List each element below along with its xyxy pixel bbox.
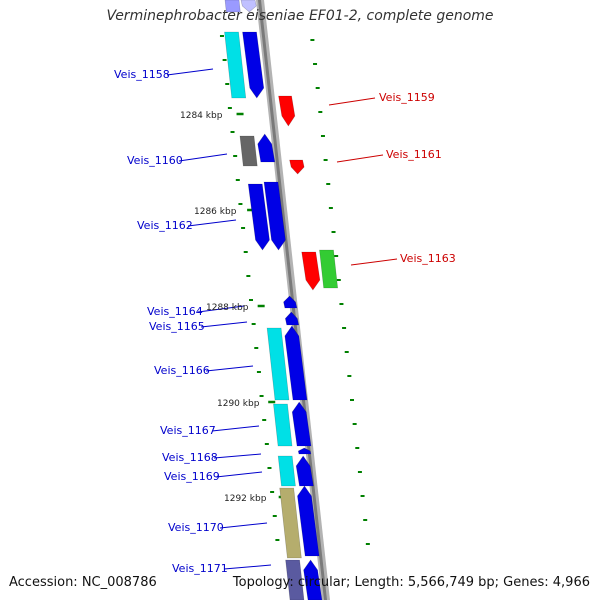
gene-feature-veis-1171 [303, 559, 323, 600]
gene-feature-veis-1163 [301, 251, 321, 291]
label-leader-line [211, 425, 260, 432]
gene-feature-veis-1159 [278, 95, 296, 127]
gene-feature-veis-1165 [284, 311, 300, 326]
gene-label-veis-1166[interactable]: Veis_1166 [154, 364, 210, 377]
label-leader-line [223, 564, 272, 570]
label-leader-line [187, 219, 237, 227]
gene-feature-veis-1169 [295, 455, 314, 487]
gene-label-veis-1164[interactable]: Veis_1164 [147, 305, 203, 318]
gene-label-veis-1171[interactable]: Veis_1171 [172, 562, 228, 575]
gene-label-veis-1169[interactable]: Veis_1169 [164, 470, 220, 483]
gene-feature-veis-1160 [257, 133, 276, 163]
gene-label-veis-1170[interactable]: Veis_1170 [168, 521, 224, 534]
gene-feature-veis-1163b [319, 249, 339, 289]
gene-feature-veis-1167-outer [273, 403, 293, 447]
genome-summary: Topology: circular; Length: 5,566,749 bp… [232, 575, 590, 590]
label-leader-line [219, 522, 268, 529]
gene-feature-veis-1166-outer [266, 327, 290, 401]
map-title: Verminephrobacter eiseniae EF01-2, compl… [106, 8, 494, 24]
gene-feature-veis-1162b [263, 181, 286, 251]
gene-feature-veis-1169-outer [277, 455, 296, 487]
gene-feature-veis-1158-outer [224, 31, 247, 99]
gene-feature-partial [240, 0, 257, 13]
gene-feature-veis-1166 [284, 325, 308, 401]
kbp-label: 1290 kbp [217, 399, 260, 409]
kbp-label: 1288 kbp [206, 303, 249, 313]
gene-feature-veis-1168 [297, 447, 312, 455]
gene-feature-veis-1162 [247, 183, 270, 251]
gene-label-veis-1160[interactable]: Veis_1160 [127, 154, 183, 167]
kbp-label: 1292 kbp [224, 494, 267, 504]
kbp-label: 1286 kbp [194, 207, 237, 217]
label-leader-line [336, 154, 384, 163]
gene-feature-veis-1160-outer [239, 135, 258, 167]
gene-feature-veis-1161 [289, 159, 305, 175]
label-leader-line [213, 453, 262, 459]
kbp-label: 1284 kbp [180, 111, 223, 121]
gene-feature-partial [224, 0, 241, 13]
gene-feature-veis-1170 [297, 485, 320, 557]
label-leader-line [215, 471, 263, 478]
label-leader-line [197, 305, 245, 313]
label-leader-line [350, 258, 398, 266]
gene-label-veis-1158[interactable]: Veis_1158 [114, 68, 170, 81]
gene-feature-veis-1164 [283, 295, 298, 309]
gene-label-veis-1163[interactable]: Veis_1163 [400, 252, 456, 265]
gene-features [224, 0, 339, 600]
gene-feature-veis-1158 [242, 31, 265, 99]
label-leader-line [328, 97, 376, 106]
gene-label-veis-1165[interactable]: Veis_1165 [149, 320, 205, 333]
gene-label-veis-1161[interactable]: Veis_1161 [386, 148, 442, 161]
gene-label-veis-1168[interactable]: Veis_1168 [162, 451, 218, 464]
gene-label-veis-1159[interactable]: Veis_1159 [379, 91, 435, 104]
gene-feature-veis-1171-outer [285, 559, 305, 600]
label-leader-line [205, 365, 254, 372]
gene-label-veis-1162[interactable]: Veis_1162 [137, 219, 193, 232]
label-leader-line [166, 68, 214, 76]
accession-text: Accession: NC_008786 [9, 575, 157, 590]
label-leaders [166, 68, 398, 570]
label-leader-line [200, 321, 248, 328]
gene-label-veis-1167[interactable]: Veis_1167 [160, 424, 216, 437]
gene-feature-veis-1167 [291, 401, 312, 447]
gene-feature-veis-1170-outer [279, 487, 302, 559]
label-leader-line [178, 153, 228, 162]
